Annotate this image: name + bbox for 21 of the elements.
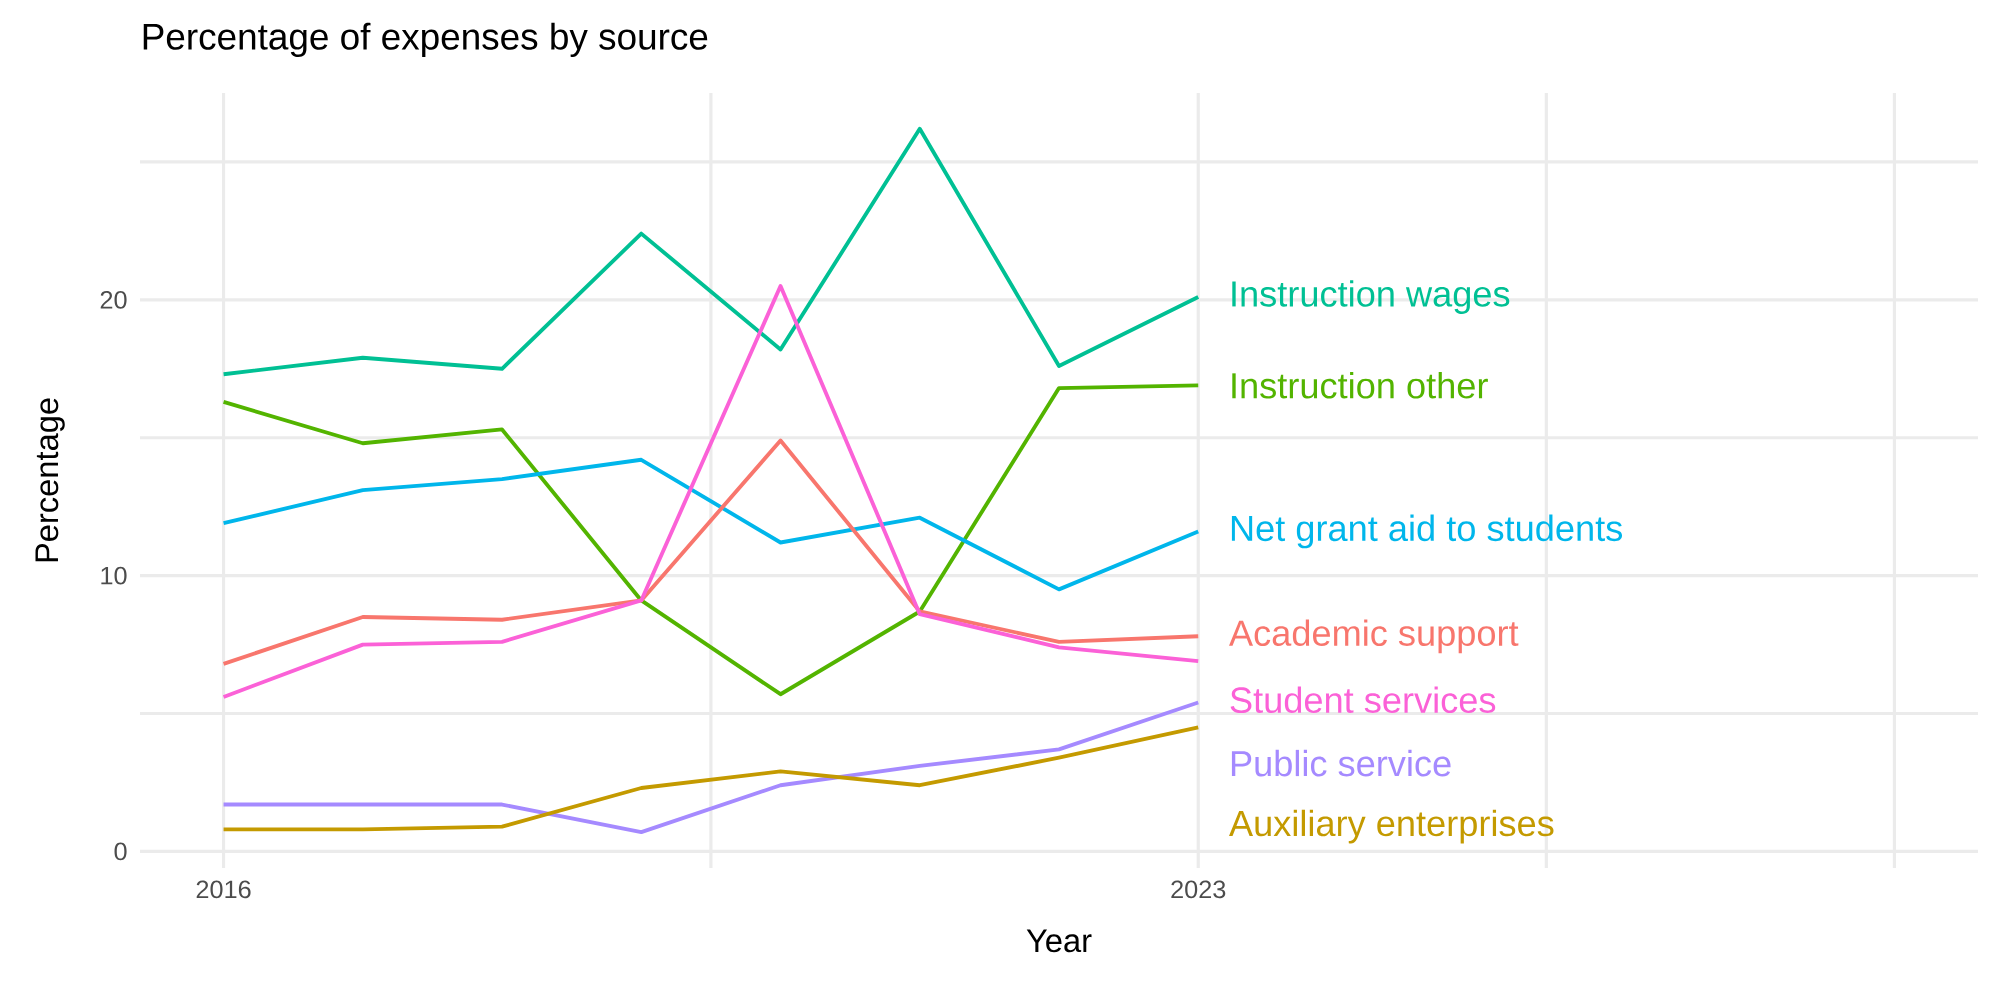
chart-title: Percentage of expenses by source [143,22,708,58]
series-label: Student services [1230,686,1496,714]
line-series [221,126,1201,377]
x-tick-label: 2023 [1171,880,1226,899]
y-axis-title: Percentage [35,398,65,562]
line-series [221,438,1201,666]
y-tick-label: 10 [101,566,127,585]
x-tick-label: 2016 [196,880,251,899]
x-axis-title: Year [1026,929,1092,953]
y-tick-label: 20 [100,290,127,309]
series-label: Instruction other [1232,372,1488,399]
line-series [221,725,1201,832]
series-label: Instruction wages [1232,280,1510,314]
line-series [221,457,1201,592]
line-series [221,284,1201,699]
series-label: Net grant aid to students [1231,514,1623,549]
series-label: Academic support [1229,619,1519,654]
text: Auxiliary enterprises [1229,809,1554,844]
line-series [221,383,1201,697]
series-label: Public service [1231,749,1451,777]
y-tick-label: 0 [114,842,127,861]
